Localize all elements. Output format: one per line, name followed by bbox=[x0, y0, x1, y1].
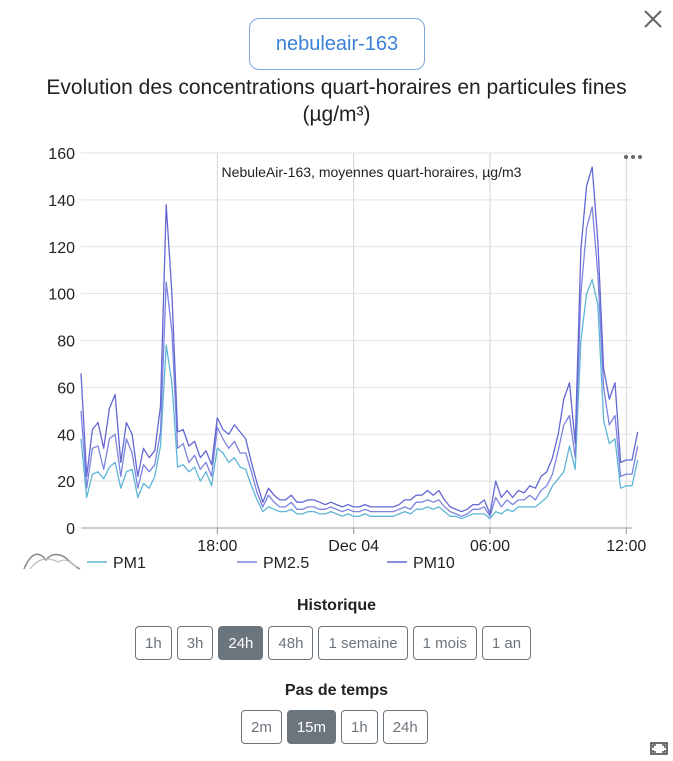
series-line-PM1 bbox=[80, 278, 639, 520]
legend-label-PM25: PM2.5 bbox=[263, 555, 309, 572]
ellipsis-dot bbox=[631, 155, 635, 159]
area-chart-icon[interactable] bbox=[23, 553, 81, 570]
x-tick-label: 12:00 bbox=[606, 538, 646, 555]
ellipsis-icon[interactable] bbox=[624, 155, 642, 159]
historique-button-3h[interactable]: 3h bbox=[176, 626, 214, 660]
ellipsis-dot bbox=[638, 155, 642, 159]
title-line-2: (µg/m³) bbox=[302, 103, 371, 126]
y-tick-label: 80 bbox=[57, 334, 75, 351]
historique-button-1-semaine[interactable]: 1 semaine bbox=[318, 626, 408, 660]
legend-label-PM10: PM10 bbox=[413, 555, 455, 572]
ellipsis-dot bbox=[624, 155, 628, 159]
pas-de-temps-button-2m[interactable]: 2m bbox=[241, 710, 282, 744]
pas-de-temps-button-15m[interactable]: 15m bbox=[286, 710, 337, 744]
series-line-PM10 bbox=[80, 166, 639, 515]
historique-button-1-mois[interactable]: 1 mois bbox=[412, 626, 477, 660]
y-tick-label: 60 bbox=[57, 380, 75, 397]
historique-button-1-an[interactable]: 1 an bbox=[481, 626, 532, 660]
historique-button-24h[interactable]: 24h bbox=[218, 626, 264, 660]
area-icon-stroke bbox=[29, 558, 79, 570]
title-line-1: Evolution des concentrations quart-horai… bbox=[46, 76, 627, 99]
pas-de-temps-button-1h[interactable]: 1h bbox=[341, 710, 378, 744]
y-tick-label: 100 bbox=[48, 287, 75, 304]
x-tick-label: Dec 04 bbox=[328, 538, 379, 555]
historique-button-48h[interactable]: 48h bbox=[268, 626, 314, 660]
y-tick-label: 20 bbox=[57, 474, 75, 491]
x-tick-label: 18:00 bbox=[197, 538, 237, 555]
series-line-PM25 bbox=[80, 206, 639, 517]
chart-subtitle: NebuleAir-163, moyennes quart-horaires, … bbox=[222, 164, 522, 180]
chart-main-title: Evolution des concentrations quart-horai… bbox=[0, 74, 673, 128]
close-icon[interactable] bbox=[642, 8, 664, 30]
legend-label-PM1: PM1 bbox=[113, 555, 146, 572]
y-tick-label: 140 bbox=[48, 193, 75, 210]
line-chart: 0 20 40 60 80 100 120 140 160 18:00 Dec 04 06:00 12:… bbox=[23, 146, 646, 572]
sensor-button[interactable]: nebuleair-163 bbox=[249, 18, 425, 70]
pas-de-temps-button-group: 2m 15m 1h 24h bbox=[241, 710, 433, 744]
expand-icon[interactable] bbox=[650, 742, 668, 755]
y-tick-label: 120 bbox=[48, 240, 75, 257]
pas-de-temps-button-24h[interactable]: 24h bbox=[382, 710, 428, 744]
pas-de-temps-title: Pas de temps bbox=[284, 682, 389, 699]
historique-title: Historique bbox=[296, 597, 377, 614]
y-tick-label: 0 bbox=[66, 521, 75, 538]
y-tick-label: 160 bbox=[48, 146, 75, 163]
x-tick-label: 06:00 bbox=[470, 538, 510, 555]
historique-button-group: 1h 3h 24h 48h 1 semaine 1 mois 1 an bbox=[135, 626, 536, 660]
historique-button-1h[interactable]: 1h bbox=[135, 626, 172, 660]
y-tick-label: 40 bbox=[57, 427, 75, 444]
